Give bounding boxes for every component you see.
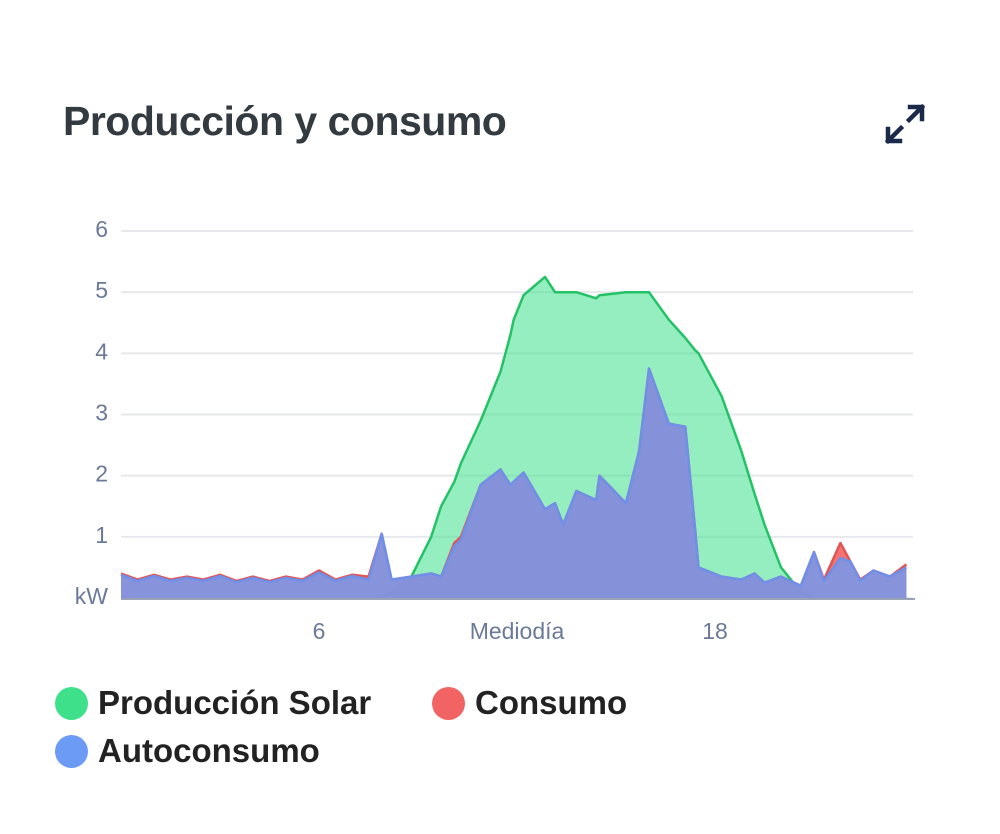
legend-label: Consumo [475, 684, 628, 721]
legend-item[interactable]: Autoconsumo [55, 732, 320, 770]
expand-button[interactable] [884, 103, 926, 145]
legend-swatch [55, 686, 88, 720]
y-tick-label: kW [75, 583, 109, 609]
legend-item[interactable]: Consumo [432, 684, 627, 722]
x-tick-label: 18 [702, 618, 728, 644]
legend-swatch [55, 734, 88, 768]
y-tick-label: 3 [95, 400, 108, 426]
chart-title: Producción y consumo [63, 98, 507, 144]
legend-item[interactable]: Producción Solar [55, 684, 371, 722]
y-tick-label: 4 [95, 338, 108, 364]
y-tick-label: 6 [95, 216, 108, 242]
y-tick-label: 1 [95, 522, 108, 548]
y-tick-label: 5 [95, 277, 108, 303]
legend-swatch [432, 686, 465, 720]
legend-label: Autoconsumo [98, 732, 320, 769]
area [121, 276, 907, 598]
x-tick-label: Mediodía [470, 618, 565, 644]
legend-label: Producción Solar [98, 684, 372, 721]
x-tick-label: 6 [313, 618, 326, 644]
y-tick-label: 2 [95, 461, 108, 487]
series-line [120, 367, 908, 588]
